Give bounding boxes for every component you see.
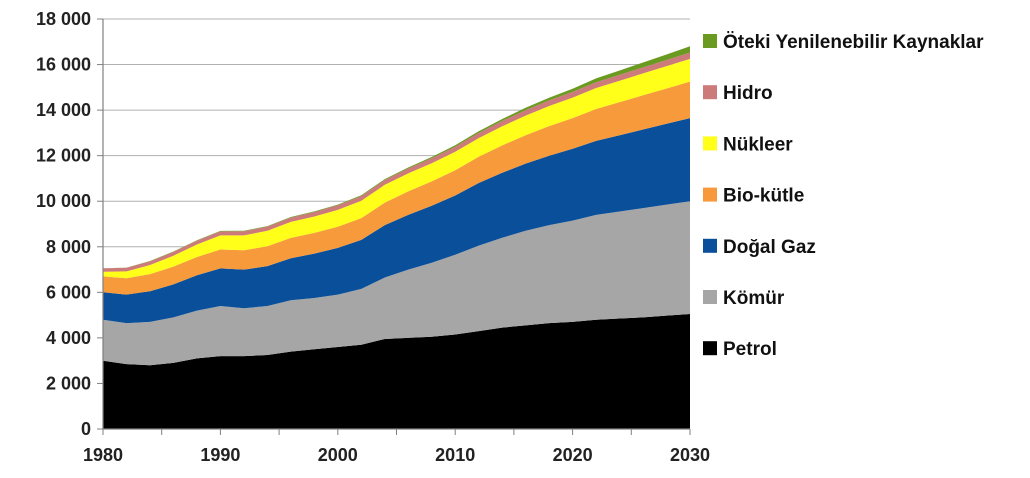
area-series-1 <box>103 201 690 366</box>
legend-label: Petrol <box>723 339 777 360</box>
x-tick-label: 2010 <box>435 445 475 465</box>
legend-label: Öteki Yenilenebilir Kaynaklar <box>723 32 984 53</box>
y-tick-label: 4 000 <box>46 328 91 348</box>
area-series-4 <box>103 58 690 279</box>
y-tick-label: 6 000 <box>46 282 91 302</box>
legend-swatch <box>703 290 717 304</box>
legend-label: Doğal Gaz <box>723 237 816 258</box>
legend-label: Nükleer <box>723 134 793 155</box>
y-tick-label: 14 000 <box>36 100 91 120</box>
x-tick-label: 1980 <box>83 445 123 465</box>
y-tick-label: 0 <box>81 419 91 439</box>
legend-label: Hidro <box>723 83 773 104</box>
area-series-3 <box>103 81 690 295</box>
y-tick-label: 2 000 <box>46 373 91 393</box>
x-tick-label: 2030 <box>670 445 710 465</box>
y-tick-label: 10 000 <box>36 191 91 211</box>
legend-swatch <box>703 34 717 48</box>
legend-label: Kömür <box>723 288 785 309</box>
area-series-2 <box>103 118 690 324</box>
legend-swatch <box>703 341 717 356</box>
area-series-6 <box>103 46 690 269</box>
legend-swatch <box>703 187 717 202</box>
area-series <box>103 46 690 429</box>
legend-swatch <box>703 85 717 100</box>
y-tick-label: 8 000 <box>46 237 91 257</box>
y-tick-label: 12 000 <box>36 146 91 166</box>
x-tick-label: 1990 <box>200 445 240 465</box>
legend-swatch <box>703 136 717 151</box>
area-series-5 <box>103 52 690 272</box>
area-series-0 <box>103 314 690 429</box>
axes: 0 2 000 4 000 6 000 8 000 10 000 12 000 14 000 1… <box>36 9 710 465</box>
x-tick-label: 2000 <box>318 445 358 465</box>
legend-swatch <box>703 238 717 253</box>
x-tick-label: 2020 <box>553 445 593 465</box>
legend: Öteki Yenilenebilir Kaynaklar Hidro Nüklee… <box>703 32 984 360</box>
legend-label: Bio-kütle <box>723 186 804 207</box>
y-tick-label: 18 000 <box>36 9 91 29</box>
y-tick-label: 16 000 <box>36 55 91 75</box>
